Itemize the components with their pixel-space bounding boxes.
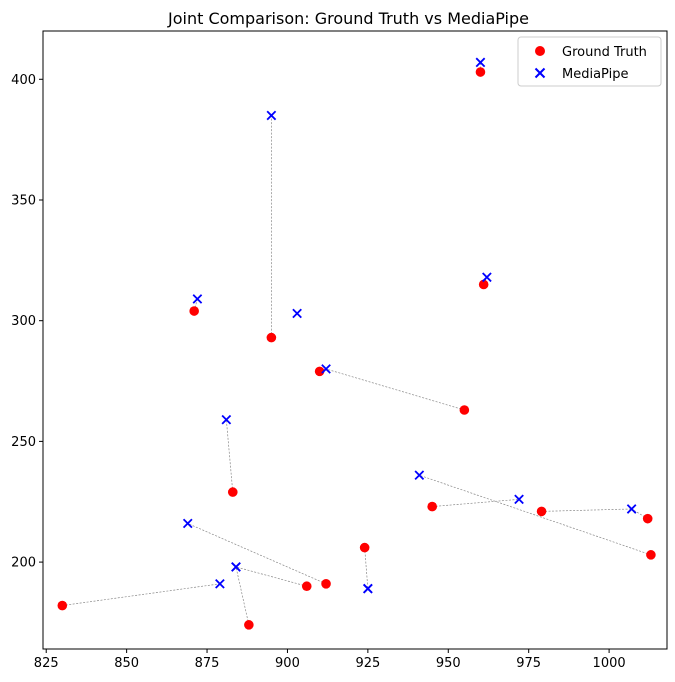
- y-axis-ticks: 200 250 300 350 400: [11, 73, 43, 571]
- plot-frame: [42, 30, 668, 650]
- mediapipe-point: [182, 518, 193, 529]
- ground-truth-point: [359, 542, 370, 553]
- x-tick-label: 1000: [593, 656, 626, 671]
- x-tick-label: 900: [275, 656, 300, 671]
- connection-line: [325, 368, 465, 411]
- ground-truth-point: [266, 332, 277, 343]
- x-axis-ticks: 825 850 875 900 925 950 975 1000: [34, 649, 626, 671]
- y-tick-label: 200: [11, 556, 36, 571]
- ground-truth-point: [459, 405, 470, 415]
- mediapipe-point: [221, 414, 232, 425]
- data-points: [57, 57, 656, 630]
- ground-truth-point: [227, 487, 238, 497]
- legend-marker-ground-truth: [535, 46, 545, 56]
- x-tick-label: 950: [436, 656, 461, 671]
- mediapipe-point: [514, 494, 524, 505]
- x-tick-label: 925: [355, 656, 380, 671]
- ground-truth-point: [478, 279, 489, 290]
- x-tick-label: 825: [34, 656, 59, 671]
- mediapipe-point: [475, 57, 486, 68]
- y-tick-label: 350: [11, 193, 36, 208]
- mediapipe-point: [482, 272, 492, 283]
- mediapipe-point: [414, 470, 425, 481]
- legend-label-ground-truth: Ground Truth: [562, 45, 647, 60]
- mediapipe-point: [192, 294, 203, 304]
- mediapipe-point: [266, 110, 277, 121]
- chart-title: Joint Comparison: Ground Truth vs MediaP…: [167, 9, 529, 28]
- ground-truth-point: [301, 581, 312, 592]
- connection-lines: [62, 62, 652, 625]
- mediapipe-point: [363, 583, 373, 594]
- ground-truth-point: [642, 513, 653, 524]
- ground-truth-point: [536, 506, 547, 517]
- connection-line: [432, 498, 520, 507]
- ground-truth-point: [646, 550, 656, 560]
- mediapipe-point: [231, 562, 241, 572]
- mediapipe-point: [626, 504, 637, 514]
- x-tick-label: 875: [195, 656, 220, 671]
- ground-truth-point: [57, 600, 68, 611]
- legend-marker-mediapipe: [534, 67, 546, 79]
- connection-line: [235, 566, 250, 625]
- connection-line: [541, 508, 632, 512]
- mediapipe-point: [292, 308, 302, 319]
- connection-line: [235, 566, 307, 587]
- mediapipe-point: [321, 364, 331, 374]
- y-tick-label: 250: [11, 435, 36, 450]
- ground-truth-point: [321, 579, 331, 589]
- ground-truth-point: [189, 306, 199, 316]
- x-tick-label: 850: [114, 656, 139, 671]
- legend: Ground Truth MediaPipe: [517, 36, 662, 87]
- ground-truth-point: [244, 620, 254, 630]
- y-tick-label: 300: [11, 314, 36, 329]
- mediapipe-point: [215, 578, 225, 589]
- ground-truth-point: [314, 366, 325, 377]
- connection-line: [225, 419, 234, 493]
- ground-truth-point: [475, 67, 486, 77]
- legend-box: [517, 36, 662, 87]
- connection-line: [187, 523, 327, 585]
- x-tick-label: 975: [516, 656, 541, 671]
- y-tick-label: 400: [11, 73, 36, 88]
- ground-truth-point: [427, 501, 437, 512]
- connection-line: [419, 474, 652, 556]
- legend-label-mediapipe: MediaPipe: [562, 67, 628, 82]
